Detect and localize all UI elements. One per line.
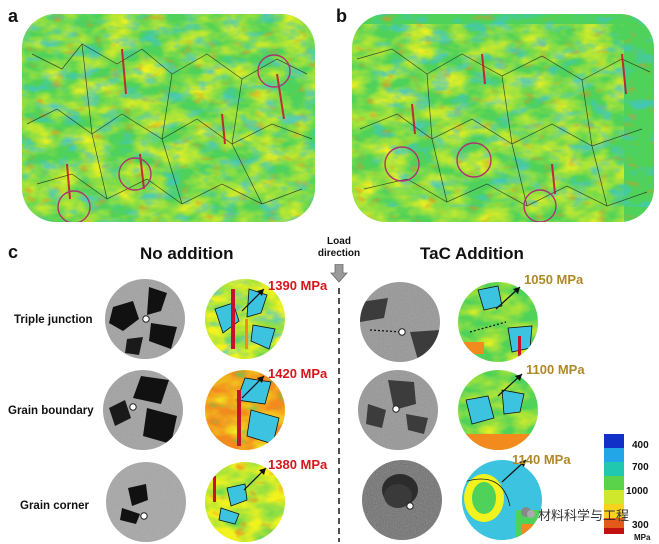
load-direction-label: Load direction xyxy=(317,236,361,259)
pointer-arrow-1380 xyxy=(243,467,267,491)
wechat-icon xyxy=(520,505,536,521)
pointer-arrow-1100 xyxy=(497,373,523,397)
micrograph-tac-triple-junction xyxy=(360,282,440,362)
pointer-arrow-1050 xyxy=(495,286,521,310)
legend-label-300: 300 xyxy=(632,520,649,531)
pointer-arrow-1140 xyxy=(501,459,527,483)
legend-swatch-5 xyxy=(604,490,624,504)
watermark-text: 材料科学与工程 xyxy=(538,508,630,523)
header-tac-addition: TaC Addition xyxy=(420,244,524,263)
row-label-grain-boundary: Grain boundary xyxy=(8,405,94,417)
micrograph-no-addition-grain-corner xyxy=(106,462,186,542)
stress-map-no-addition-grain-corner xyxy=(205,462,285,542)
stress-map-a xyxy=(22,14,315,222)
panel-label-c: c xyxy=(8,242,19,262)
panel-label-a: a xyxy=(8,6,19,26)
micrograph-tac-grain-boundary xyxy=(358,370,438,450)
value-tac-triple-junction: 1050 MPa xyxy=(524,272,584,287)
legend-label-400: 400 xyxy=(632,440,649,451)
value-tac-grain-boundary: 1100 MPa xyxy=(526,362,585,377)
row-label-grain-corner: Grain corner xyxy=(20,500,90,512)
legend-label-1000: 1000 xyxy=(626,486,649,497)
stress-map-tac-grain-boundary xyxy=(458,370,538,450)
micrograph-tac-grain-corner xyxy=(362,460,442,540)
pointer-arrow-1420 xyxy=(241,375,265,399)
value-no-addition-triple-junction: 1390 MPa xyxy=(268,278,328,293)
stress-map-b xyxy=(352,14,654,222)
legend-swatch-8 xyxy=(604,528,624,534)
legend-swatch-3 xyxy=(604,462,624,476)
load-direction-arrow xyxy=(330,264,348,542)
legend-swatch-6 xyxy=(604,504,624,518)
panel-label-b: b xyxy=(336,6,347,26)
value-no-addition-grain-boundary: 1420 MPa xyxy=(268,366,328,381)
value-no-addition-grain-corner: 1380 MPa xyxy=(268,457,328,472)
legend-swatch-1 xyxy=(604,434,624,448)
micrograph-no-addition-triple-junction xyxy=(105,279,185,359)
header-no-addition: No addition xyxy=(140,244,234,263)
legend-swatch-4 xyxy=(604,476,624,490)
pointer-arrow-1390 xyxy=(241,288,265,312)
stress-map-tac-grain-corner xyxy=(462,460,542,540)
value-tac-grain-corner: 1140 MPa xyxy=(512,452,571,467)
stress-map-no-addition-grain-boundary xyxy=(205,370,285,450)
row-label-triple-junction: Triple junction xyxy=(14,314,93,326)
stress-legend: 400 700 1000 300 MPa xyxy=(604,434,659,542)
micrograph-no-addition-grain-boundary xyxy=(103,370,183,450)
stress-map-tac-triple-junction xyxy=(458,282,538,362)
legend-label-700: 700 xyxy=(632,462,649,473)
legend-swatch-2 xyxy=(604,448,624,462)
legend-unit: MPa xyxy=(634,533,651,542)
